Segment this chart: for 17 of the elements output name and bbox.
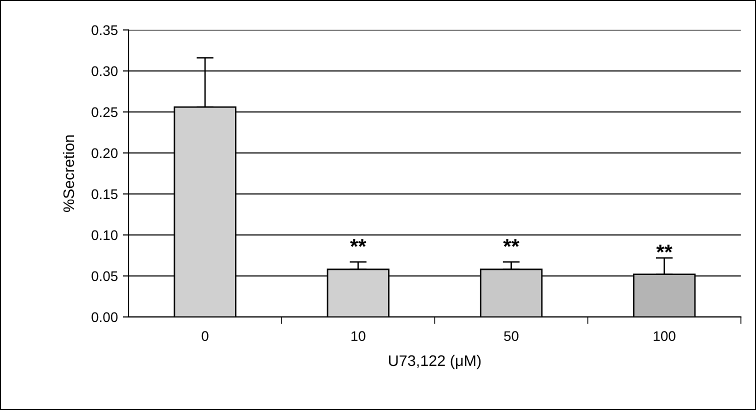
y-tick-label: 0.25 bbox=[92, 107, 118, 118]
x-tick-label: 50 bbox=[504, 331, 518, 342]
y-tick-label: 0.15 bbox=[92, 189, 118, 200]
y-tick-label: 0.00 bbox=[92, 312, 118, 322]
x-tick-label: 0 bbox=[202, 331, 208, 342]
y-tick-label: 0.05 bbox=[92, 271, 118, 282]
y-tick-label: 0.30 bbox=[92, 66, 118, 76]
x-tick-label: 10 bbox=[351, 331, 366, 342]
y-tick-label: 0.20 bbox=[92, 148, 118, 158]
y-axis-title: %Secretion bbox=[62, 135, 74, 212]
y-tick-label: 0.10 bbox=[92, 230, 118, 240]
y-tick-label: 0.35 bbox=[92, 25, 118, 36]
annotation: ** bbox=[350, 239, 366, 247]
annotation: ** bbox=[503, 239, 520, 247]
x-axis-title: U73,122 (μM) bbox=[389, 354, 481, 370]
annotation: ** bbox=[656, 244, 672, 253]
x-tick-label: 100 bbox=[654, 331, 676, 342]
